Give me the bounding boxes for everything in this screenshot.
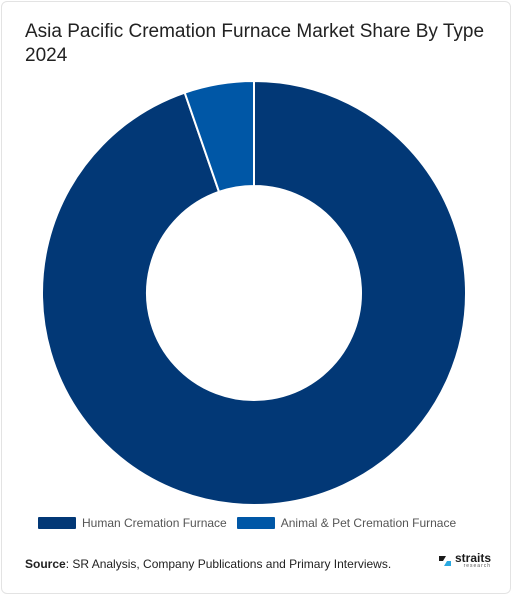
donut-slice-human[interactable]: [41, 79, 467, 506]
legend-label-human: Human Cremation Furnace: [82, 516, 227, 530]
logo-subtitle: research: [463, 563, 492, 569]
straits-logo: straits research: [437, 552, 491, 569]
source-note: Source: SR Analysis, Company Publication…: [25, 557, 391, 571]
legend-swatch-animal-pet: [236, 517, 275, 529]
chart-legend: Human Cremation Furnace Animal & Pet Cre…: [38, 516, 466, 530]
straits-logo-icon: [439, 555, 451, 566]
donut-chart: [41, 79, 467, 506]
donut-slice-animal-pet[interactable]: [183, 79, 255, 194]
legend-item-human[interactable]: Human Cremation Furnace: [38, 516, 227, 530]
source-text: : SR Analysis, Company Publications and …: [65, 557, 392, 571]
chart-title: Asia Pacific Cremation Furnace Market Sh…: [25, 21, 485, 66]
legend-swatch-human: [38, 517, 76, 529]
logo-name: straits: [455, 551, 492, 565]
legend-label-animal-pet: Animal & Pet Cremation Furnace: [280, 516, 457, 530]
source-label: Source: [25, 557, 66, 571]
legend-item-animal-pet[interactable]: Animal & Pet Cremation Furnace: [236, 516, 457, 530]
